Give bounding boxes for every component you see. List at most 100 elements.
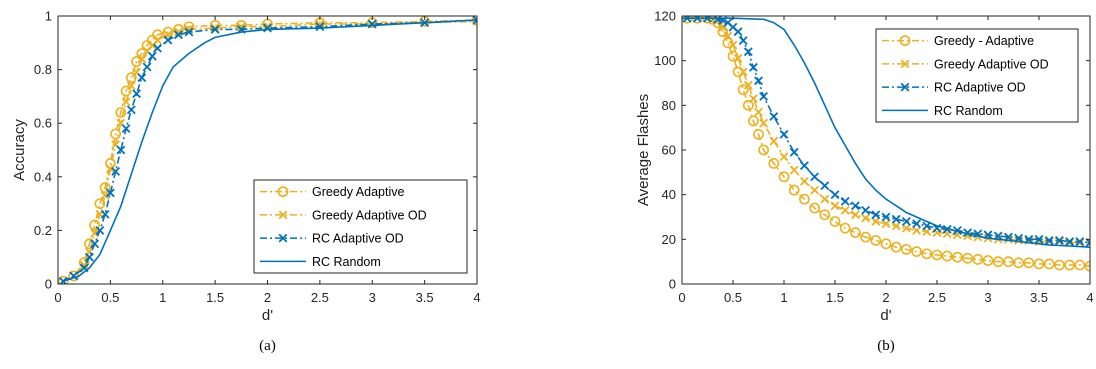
data-point xyxy=(110,128,122,140)
series-rc-adaptive-od xyxy=(682,16,1090,248)
y-tick-label: 0 xyxy=(669,277,676,292)
data-point xyxy=(769,112,779,121)
data-point xyxy=(810,172,820,182)
legend-marker xyxy=(277,186,289,198)
data-point xyxy=(880,238,892,250)
data-point xyxy=(921,248,933,260)
data-point xyxy=(789,147,799,157)
data-point xyxy=(722,37,734,49)
data-point xyxy=(100,209,110,219)
data-point xyxy=(1065,237,1075,247)
data-point xyxy=(1034,234,1044,244)
x-tick-label: 0 xyxy=(54,290,61,305)
legend-marker xyxy=(278,210,288,220)
x-tick-label: 0 xyxy=(678,290,685,305)
series-greedy-adaptive xyxy=(682,16,1090,272)
y-axis-label: Average Flashes xyxy=(635,94,652,206)
x-tick-label: 1 xyxy=(159,290,166,305)
data-point xyxy=(963,228,973,238)
x-tick-label: 0.5 xyxy=(724,290,742,305)
data-point xyxy=(861,205,871,215)
data-point xyxy=(789,165,799,175)
data-point xyxy=(95,225,105,235)
data-point xyxy=(901,223,911,233)
data-point xyxy=(153,43,162,53)
data-point xyxy=(137,73,147,83)
y-tick-label: 0 xyxy=(45,277,52,292)
data-point xyxy=(891,214,901,224)
data-point xyxy=(799,161,809,171)
x-tick-label: 2 xyxy=(264,290,271,305)
data-point xyxy=(162,26,174,38)
data-point xyxy=(759,118,769,128)
data-point xyxy=(912,225,922,235)
data-point xyxy=(1043,258,1055,270)
data-point xyxy=(1044,236,1054,245)
data-point xyxy=(982,255,994,266)
legend-item: RC Adaptive OD xyxy=(882,81,1026,95)
data-point xyxy=(90,228,100,238)
data-point xyxy=(901,217,911,226)
series-line xyxy=(62,19,477,283)
data-point xyxy=(861,213,871,223)
legend-item: Greedy Adaptive OD xyxy=(882,57,1049,71)
data-point xyxy=(799,193,810,205)
legend-item: Greedy Adaptive OD xyxy=(260,208,427,222)
series-layer xyxy=(58,16,477,284)
x-tick-label: 0.5 xyxy=(101,290,119,305)
legend-item: RC Random xyxy=(882,104,1003,118)
data-point xyxy=(758,144,769,156)
data-point xyxy=(850,201,860,211)
x-tick-label: 3.5 xyxy=(1030,290,1048,305)
legend-marker xyxy=(900,59,910,69)
data-point xyxy=(972,254,984,265)
data-point xyxy=(850,210,860,220)
y-tick-label: 1 xyxy=(45,9,52,24)
subfigure-caption: (a) xyxy=(259,338,276,354)
data-point xyxy=(738,67,748,77)
y-tick-label: 60 xyxy=(662,143,676,158)
y-tick-label: 0.4 xyxy=(34,169,52,184)
x-tick-label: 4 xyxy=(473,290,480,305)
legend-item: Greedy Adaptive xyxy=(260,185,404,199)
data-point xyxy=(315,22,325,32)
data-point xyxy=(743,47,753,57)
data-point xyxy=(911,246,922,258)
data-point xyxy=(830,190,840,200)
data-point xyxy=(1085,238,1090,248)
axis-ticks: 0 0.5 1 1.5 2 2.5 3 3.5 4 0 0.2 0.4 0.6 0.8 1 xyxy=(34,9,481,306)
data-point xyxy=(778,171,790,183)
data-point xyxy=(89,219,101,231)
y-tick-label: 80 xyxy=(662,98,676,113)
data-point xyxy=(870,235,882,246)
data-point xyxy=(850,227,861,239)
legend-label: Greedy Adaptive OD xyxy=(312,208,427,222)
series-line xyxy=(62,19,477,283)
data-point xyxy=(728,40,738,50)
series-line xyxy=(682,17,1090,248)
data-point xyxy=(754,76,763,86)
data-point xyxy=(742,99,754,111)
data-point xyxy=(748,94,758,104)
data-point xyxy=(810,185,820,195)
data-point xyxy=(769,136,779,146)
data-point xyxy=(819,209,831,221)
series-rc-random xyxy=(682,17,1090,248)
legend: Greedy - Adaptive Greedy Adaptive OD RC Ad… xyxy=(875,28,1079,123)
data-point xyxy=(58,275,69,284)
data-point xyxy=(952,225,962,235)
x-tick-label: 1.5 xyxy=(826,290,844,305)
x-tick-label: 1 xyxy=(780,290,787,305)
data-point xyxy=(84,252,94,262)
legend-label: Greedy Adaptive xyxy=(312,185,404,199)
x-axis-label: d' xyxy=(880,307,891,324)
data-point xyxy=(125,72,137,84)
data-point xyxy=(973,232,983,242)
legend-label: RC Random xyxy=(312,255,381,269)
x-tick-label: 3.5 xyxy=(416,290,434,305)
legend-label: RC Adaptive OD xyxy=(934,81,1026,95)
data-point xyxy=(754,107,763,117)
data-point xyxy=(860,231,871,243)
legend-box xyxy=(875,28,1079,123)
data-point xyxy=(147,51,157,61)
